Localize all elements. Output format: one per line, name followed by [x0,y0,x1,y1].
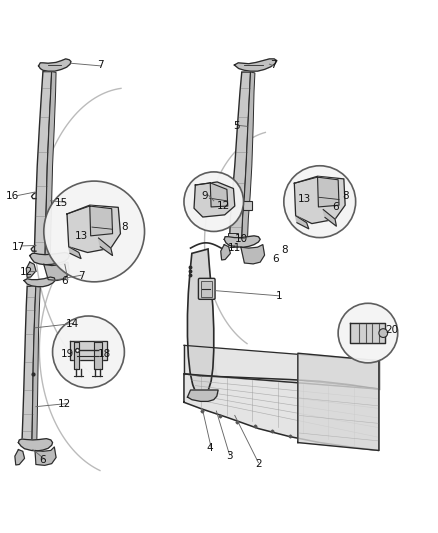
Polygon shape [67,205,120,253]
Circle shape [44,181,145,282]
Polygon shape [35,447,56,465]
Polygon shape [187,390,218,401]
Text: 5: 5 [233,122,240,131]
Circle shape [284,166,356,238]
Polygon shape [204,249,219,396]
FancyBboxPatch shape [201,281,212,297]
Text: 13: 13 [74,231,88,241]
Text: 1: 1 [276,291,283,301]
Polygon shape [350,324,385,343]
Polygon shape [242,72,255,240]
Polygon shape [74,342,79,369]
Polygon shape [221,245,230,260]
Polygon shape [99,238,113,255]
Text: 7: 7 [78,271,85,281]
FancyBboxPatch shape [228,241,238,247]
Polygon shape [39,59,71,71]
Polygon shape [24,277,55,287]
Circle shape [184,172,244,231]
FancyBboxPatch shape [243,201,252,210]
Polygon shape [15,449,25,465]
Polygon shape [45,71,56,258]
Text: 6: 6 [61,276,68,286]
Polygon shape [187,249,214,398]
Text: 2: 2 [255,458,262,469]
Polygon shape [44,262,69,280]
Text: 10: 10 [234,234,247,244]
Text: 17: 17 [12,242,25,252]
Polygon shape [69,247,81,259]
Text: 8: 8 [281,245,288,255]
Polygon shape [70,341,107,360]
Polygon shape [323,209,336,226]
Polygon shape [224,236,260,247]
Polygon shape [184,374,379,450]
Polygon shape [90,206,113,236]
Circle shape [338,303,398,363]
Text: 3: 3 [226,451,233,461]
Polygon shape [294,176,345,223]
Text: 6: 6 [39,455,46,465]
Polygon shape [318,177,339,207]
Polygon shape [30,253,69,265]
Text: 8: 8 [343,191,350,201]
Text: 18: 18 [98,349,111,359]
Text: 19: 19 [61,349,74,359]
Text: 13: 13 [298,194,311,204]
Polygon shape [241,245,265,264]
Text: 7: 7 [97,60,104,70]
Polygon shape [194,182,235,217]
Polygon shape [22,286,36,444]
Circle shape [379,329,388,337]
Polygon shape [18,439,53,451]
Text: 6: 6 [272,254,279,264]
Polygon shape [26,262,36,278]
Circle shape [53,316,124,388]
Text: 20: 20 [385,325,399,335]
Polygon shape [230,72,251,240]
Polygon shape [34,71,52,258]
Text: 12: 12 [217,201,230,211]
Text: 15: 15 [55,198,68,208]
Polygon shape [296,216,309,229]
Text: 12: 12 [20,266,33,277]
Polygon shape [210,183,228,207]
FancyBboxPatch shape [228,233,238,241]
Text: 16: 16 [6,191,19,201]
Text: 7: 7 [270,60,277,70]
FancyBboxPatch shape [198,278,215,300]
Polygon shape [234,59,277,71]
Text: 11: 11 [228,243,241,253]
Text: 6: 6 [332,202,339,212]
Polygon shape [298,353,379,450]
Text: 8: 8 [121,222,128,232]
Polygon shape [184,345,379,389]
Text: 9: 9 [201,190,208,200]
Polygon shape [94,342,102,369]
Text: 14: 14 [66,319,79,329]
Text: 12: 12 [58,399,71,409]
Text: 4: 4 [207,443,214,453]
Polygon shape [32,286,40,444]
